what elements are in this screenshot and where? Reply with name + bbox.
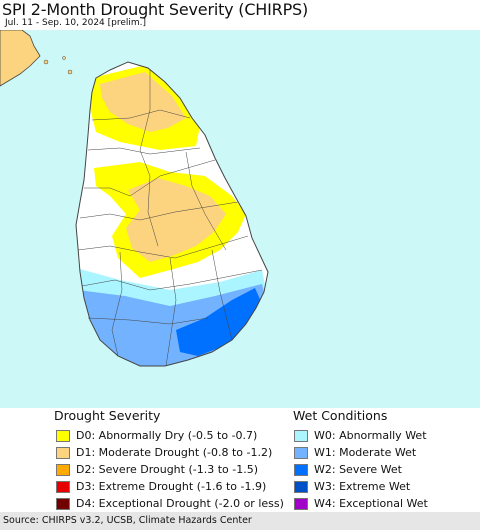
- sri-lanka-map: [0, 30, 269, 367]
- legend-item-d3: D3: Extreme Drought (-1.6 to -1.9): [56, 478, 284, 495]
- swatch-d2: [56, 463, 70, 476]
- legend-label-w1: W1: Moderate Wet: [314, 446, 417, 459]
- map-panel: [0, 30, 480, 408]
- district-boundaries: [77, 70, 263, 367]
- swatch-w1: [294, 446, 308, 459]
- legend-label-w0: W0: Abnormally Wet: [314, 429, 427, 442]
- island-outline: [75, 61, 269, 367]
- north-d1-area: [100, 72, 186, 132]
- swatch-w3: [294, 480, 308, 493]
- south-w2-area: [176, 288, 262, 356]
- drought-legend: D0: Abnormally Dry (-0.5 to -0.7) D1: Mo…: [56, 427, 284, 512]
- map-subtitle: Jul. 11 - Sep. 10, 2024 [prelim.]: [5, 18, 147, 28]
- legend-item-w3: W3: Extreme Wet: [294, 478, 428, 495]
- legend-item-w4: W4: Exceptional Wet: [294, 495, 428, 512]
- india-coast: [0, 30, 41, 87]
- wet-legend-heading: Wet Conditions: [293, 408, 388, 423]
- swatch-d3: [56, 480, 70, 493]
- swatch-w4: [294, 497, 308, 510]
- legend-item-d4: D4: Exceptional Drought (-2.0 or less): [56, 495, 284, 512]
- legend-item-d1: D1: Moderate Drought (-0.8 to -1.2): [56, 444, 284, 461]
- source-footer: Source: CHIRPS v3.2, UCSB, Climate Hazar…: [0, 512, 480, 530]
- legend-item-w2: W2: Severe Wet: [294, 461, 428, 478]
- legend-item-w1: W1: Moderate Wet: [294, 444, 428, 461]
- swatch-d1: [56, 446, 70, 459]
- islet: [67, 69, 73, 75]
- wet-legend: W0: Abnormally Wet W1: Moderate Wet W2: …: [294, 427, 428, 512]
- legend-item-d2: D2: Severe Drought (-1.3 to -1.5): [56, 461, 284, 478]
- legend-label-w4: W4: Exceptional Wet: [314, 497, 428, 510]
- swatch-w2: [294, 463, 308, 476]
- legend-label-d2: D2: Severe Drought (-1.3 to -1.5): [76, 463, 259, 476]
- swatch-d0: [56, 429, 70, 442]
- islet: [62, 56, 66, 60]
- drought-legend-heading: Drought Severity: [54, 408, 161, 423]
- central-d1-area: [126, 178, 226, 262]
- legend-label-d3: D3: Extreme Drought (-1.6 to -1.9): [76, 480, 267, 493]
- legend-item-w0: W0: Abnormally Wet: [294, 427, 428, 444]
- legend-label-d4: D4: Exceptional Drought (-2.0 or less): [76, 497, 284, 510]
- legend-panel: Drought Severity D0: Abnormally Dry (-0.…: [0, 408, 480, 512]
- legend-label-w3: W3: Extreme Wet: [314, 480, 411, 493]
- swatch-w0: [294, 429, 308, 442]
- legend-item-d0: D0: Abnormally Dry (-0.5 to -0.7): [56, 427, 284, 444]
- legend-label-d0: D0: Abnormally Dry (-0.5 to -0.7): [76, 429, 258, 442]
- swatch-d4: [56, 497, 70, 510]
- legend-label-d1: D1: Moderate Drought (-0.8 to -1.2): [76, 446, 273, 459]
- islet: [43, 59, 49, 65]
- map-title: SPI 2-Month Drought Severity (CHIRPS): [2, 0, 309, 19]
- legend-label-w2: W2: Severe Wet: [314, 463, 402, 476]
